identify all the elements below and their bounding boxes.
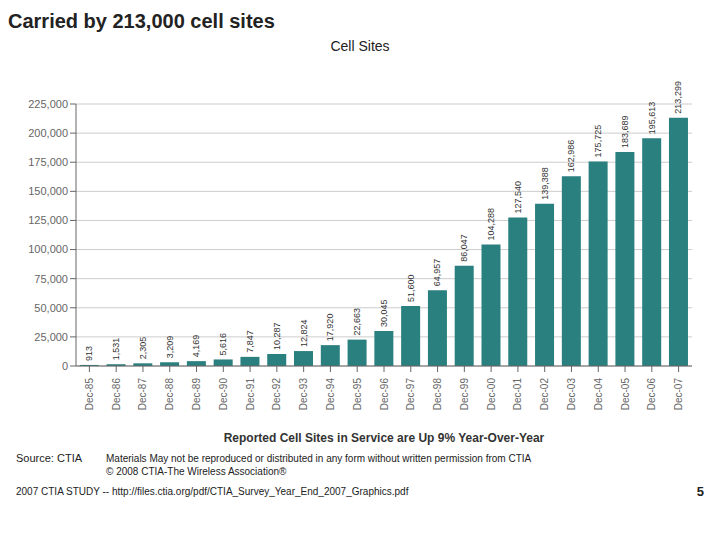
svg-text:139,388: 139,388 — [540, 167, 550, 200]
html-text:5: 5 — [696, 484, 704, 499]
svg-text:Dec-88: Dec-88 — [164, 378, 175, 411]
svg-text:104,288: 104,288 — [486, 208, 496, 241]
svg-text:Reported Cell Sites in Service: Reported Cell Sites in Service are Up 9%… — [224, 431, 545, 445]
svg-text:17,920: 17,920 — [325, 314, 335, 342]
svg-text:Dec-05: Dec-05 — [620, 378, 631, 411]
svg-text:12,824: 12,824 — [299, 320, 309, 348]
svg-text:913: 913 — [84, 346, 94, 361]
svg-text:Dec-94: Dec-94 — [325, 378, 336, 411]
svg-text:Dec-03: Dec-03 — [566, 378, 577, 411]
svg-text:213,299: 213,299 — [673, 81, 683, 114]
svg-text:Dec-96: Dec-96 — [379, 378, 390, 411]
svg-text:Dec-93: Dec-93 — [298, 378, 309, 411]
html-text:Source: CTIA: Source: CTIA — [16, 452, 82, 464]
svg-text:150,000: 150,000 — [28, 185, 68, 197]
svg-text:Dec-06: Dec-06 — [646, 378, 657, 411]
svg-text:Dec-02: Dec-02 — [539, 378, 550, 411]
html-text:2007 CTIA STUDY -- http://file: 2007 CTIA STUDY -- http://files.ctia.org… — [16, 486, 409, 497]
svg-text:Dec-92: Dec-92 — [271, 378, 282, 411]
svg-text:75,000: 75,000 — [34, 273, 68, 285]
svg-text:175,000: 175,000 — [28, 156, 68, 168]
svg-text:Dec-04: Dec-04 — [593, 378, 604, 411]
svg-text:Dec-87: Dec-87 — [137, 378, 148, 411]
svg-text:Dec-01: Dec-01 — [512, 378, 523, 411]
svg-text:10,287: 10,287 — [272, 322, 282, 350]
svg-text:22,663: 22,663 — [352, 308, 362, 336]
svg-text:51,600: 51,600 — [406, 274, 416, 302]
svg-text:175,725: 175,725 — [593, 125, 603, 158]
svg-text:2,305: 2,305 — [138, 337, 148, 360]
svg-text:127,540: 127,540 — [513, 181, 523, 214]
svg-text:225,000: 225,000 — [28, 98, 68, 110]
svg-text:Dec-85: Dec-85 — [84, 378, 95, 411]
svg-text:30,045: 30,045 — [379, 299, 389, 327]
svg-text:Dec-91: Dec-91 — [245, 378, 256, 411]
svg-text:4,169: 4,169 — [191, 335, 201, 358]
svg-text:3,209: 3,209 — [165, 336, 175, 359]
svg-text:Dec-07: Dec-07 — [673, 378, 684, 411]
svg-text:195,613: 195,613 — [647, 102, 657, 135]
html-text:Carried by 213,000 cell sites: Carried by 213,000 cell sites — [8, 10, 275, 32]
svg-text:5,616: 5,616 — [218, 333, 228, 356]
svg-text:1,531: 1,531 — [111, 338, 121, 361]
svg-text:Dec-99: Dec-99 — [459, 378, 470, 411]
svg-text:25,000: 25,000 — [34, 331, 68, 343]
svg-text:162,986: 162,986 — [566, 140, 576, 173]
svg-text:Dec-95: Dec-95 — [352, 378, 363, 411]
svg-text:Dec-90: Dec-90 — [218, 378, 229, 411]
svg-text:Dec-97: Dec-97 — [405, 378, 416, 411]
svg-text:183,689: 183,689 — [620, 116, 630, 149]
svg-text:86,047: 86,047 — [459, 234, 469, 262]
svg-text:125,000: 125,000 — [28, 214, 68, 226]
svg-text:50,000: 50,000 — [34, 302, 68, 314]
html-text:Cell Sites: Cell Sites — [330, 38, 390, 54]
svg-text:Dec-98: Dec-98 — [432, 378, 443, 411]
svg-text:100,000: 100,000 — [28, 243, 68, 255]
svg-text:0: 0 — [62, 360, 68, 372]
svg-text:200,000: 200,000 — [28, 127, 68, 139]
svg-text:Dec-00: Dec-00 — [486, 378, 497, 411]
svg-text:7,847: 7,847 — [245, 330, 255, 353]
svg-text:Dec-89: Dec-89 — [191, 378, 202, 411]
svg-text:64,957: 64,957 — [432, 259, 442, 287]
svg-text:Dec-86: Dec-86 — [111, 378, 122, 411]
html-text:Materials May not be reproduce: Materials May not be reproduced or distr… — [106, 453, 532, 477]
